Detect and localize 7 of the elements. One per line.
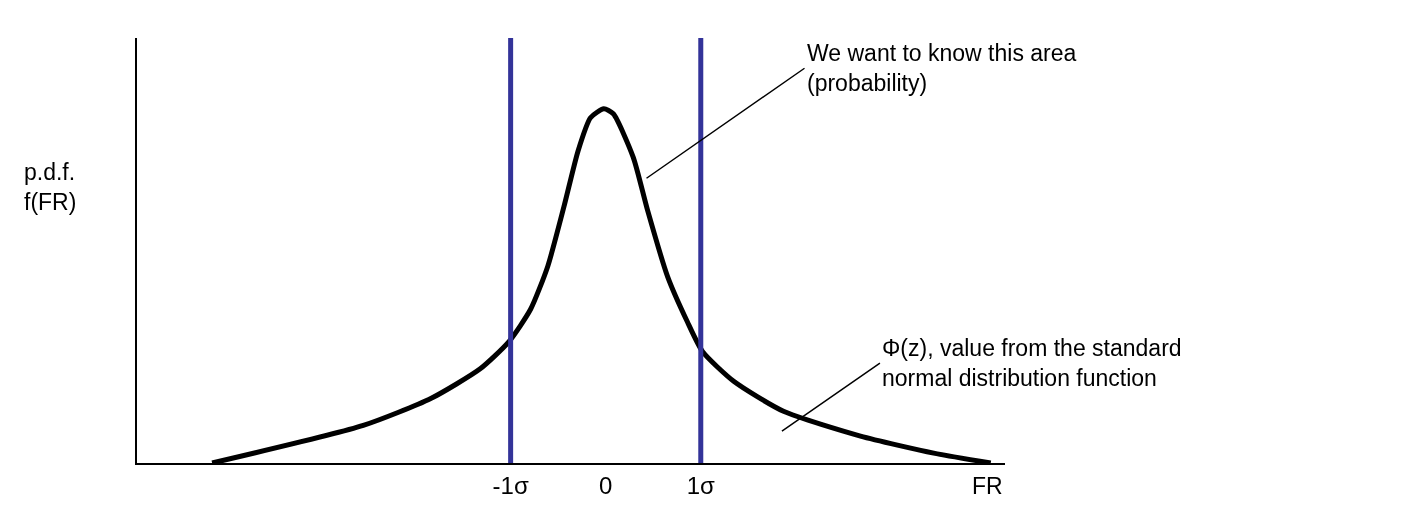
y-axis-title: p.d.f. f(FR) xyxy=(24,159,77,215)
x-tick-label: -1σ xyxy=(492,471,529,499)
annotation: Φ(z), value from the standard normal distribution function xyxy=(882,335,1182,391)
x-axis-title: FR xyxy=(972,473,1003,499)
text: We want to know this area (probability) xyxy=(807,40,1077,96)
x-tick-label: 1σ xyxy=(686,471,716,499)
x-tick-label: 0 xyxy=(599,471,613,499)
